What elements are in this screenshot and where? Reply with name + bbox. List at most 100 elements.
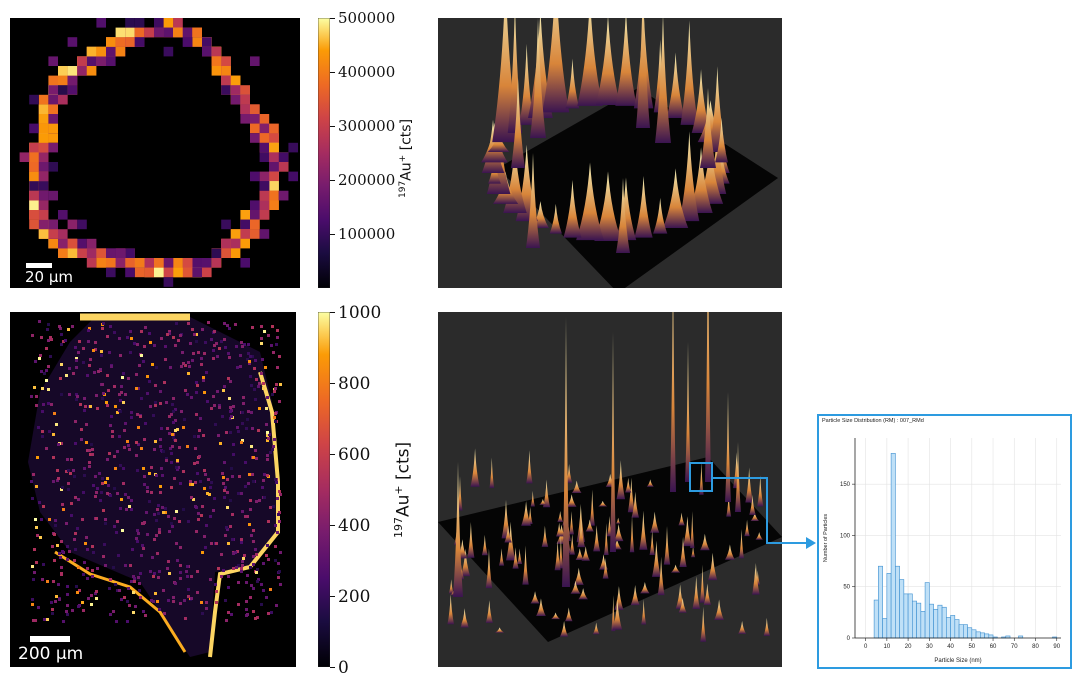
heatmap-pixel <box>237 564 240 567</box>
surface-peak <box>678 512 685 526</box>
colorbar-tick-label: 500000 <box>338 9 396 27</box>
heatmap-pixel <box>58 94 68 105</box>
heatmap-pixel <box>173 517 176 520</box>
heatmap-pixel <box>205 524 208 527</box>
heatmap-pixel <box>38 190 49 201</box>
heatmap-pixel <box>269 451 272 454</box>
heatmap-pixel <box>168 432 171 435</box>
heatmap-pixel <box>40 370 43 373</box>
heatmap-pixel <box>205 371 208 374</box>
surface-peak <box>598 500 608 507</box>
heatmap-pixel <box>126 440 129 443</box>
colorbar-tick-label: 800 <box>338 374 371 394</box>
histogram-bar <box>941 606 947 639</box>
heatmap-pixel <box>118 589 121 592</box>
heatmap-pixel <box>29 210 39 220</box>
histogram-x-tick-label: 70 <box>1011 644 1018 650</box>
heatmap-pixel <box>226 528 229 531</box>
heatmap-pixel <box>37 606 40 609</box>
heatmap-pixel <box>203 535 206 538</box>
heatmap-pixel <box>73 538 76 541</box>
heatmap-pixel <box>174 419 177 422</box>
heatmap-pixel <box>182 258 193 268</box>
top-colorbar <box>318 18 330 288</box>
heatmap-pixel <box>229 525 232 528</box>
heatmap-pixel <box>278 511 281 514</box>
heatmap-pixel <box>211 46 222 57</box>
heatmap-pixel <box>198 429 201 432</box>
heatmap-pixel <box>226 491 229 494</box>
heatmap-pixel <box>144 27 154 38</box>
heatmap-pixel <box>278 162 289 172</box>
heatmap-pixel <box>221 75 231 86</box>
heatmap-pixel <box>77 605 80 608</box>
heatmap-pixel <box>254 398 257 401</box>
heatmap-pixel <box>78 340 81 343</box>
heatmap-pixel <box>241 560 244 563</box>
heatmap-pixel <box>226 478 229 481</box>
colorbar-gradient <box>318 312 330 667</box>
heatmap-pixel <box>227 575 230 578</box>
heatmap-pixel <box>110 365 113 368</box>
heatmap-pixel <box>92 551 95 554</box>
heatmap-pixel <box>240 85 250 95</box>
heatmap-pixel <box>215 590 218 593</box>
histogram-y-tick-label: 150 <box>840 482 851 488</box>
surface-peak <box>627 477 635 513</box>
heatmap-pixel <box>159 438 162 441</box>
heatmap-pixel <box>259 123 270 134</box>
heatmap-pixel <box>176 559 179 562</box>
heatmap-pixel <box>172 410 175 413</box>
heatmap-pixel <box>32 619 35 622</box>
heatmap-pixel <box>205 601 208 604</box>
heatmap-pixel <box>114 405 117 408</box>
heatmap-pixel <box>191 328 194 331</box>
heatmap-pixel <box>83 409 86 412</box>
heatmap-pixel <box>34 619 37 622</box>
heatmap-pixel <box>48 238 58 249</box>
surface-peak <box>542 479 551 508</box>
histogram-x-tick-label: 30 <box>926 644 933 650</box>
heatmap-pixel <box>172 397 175 400</box>
heatmap-pixel <box>158 531 161 534</box>
heatmap-pixel <box>189 483 192 486</box>
heatmap-pixel <box>234 551 237 554</box>
heatmap-pixel <box>175 322 178 325</box>
heatmap-pixel <box>119 464 122 467</box>
heatmap-pixel <box>250 384 253 387</box>
heatmap-pixel <box>100 350 103 353</box>
top-colorbar-label: 197Au+ [cts] <box>398 119 415 198</box>
histogram-bar <box>878 565 883 639</box>
heatmap-pixel <box>37 426 40 429</box>
heatmap-pixel <box>200 363 203 366</box>
heatmap-pixel <box>163 381 166 384</box>
heatmap-pixel <box>182 27 193 38</box>
heatmap-pixel <box>149 341 152 344</box>
heatmap-pixel <box>84 405 87 408</box>
heatmap-pixel <box>50 403 53 406</box>
heatmap-pixel <box>85 441 88 444</box>
heatmap-pixel <box>124 493 127 496</box>
heatmap-pixel <box>87 340 90 343</box>
heatmap-pixel <box>252 540 255 543</box>
heatmap-pixel <box>133 342 136 345</box>
heatmap-pixel <box>163 46 174 57</box>
heatmap-pixel <box>158 570 161 573</box>
surface-peak <box>670 564 681 573</box>
heatmap-pixel <box>115 620 118 623</box>
surface-peak <box>670 312 676 492</box>
heatmap-pixel <box>125 508 128 511</box>
heatmap-pixel <box>179 564 182 567</box>
heatmap-pixel <box>244 515 247 518</box>
heatmap-pixel <box>115 258 126 268</box>
surface-peak <box>495 627 505 633</box>
heatmap-pixel <box>129 351 132 354</box>
surface-peak <box>565 58 580 109</box>
heatmap-pixel <box>195 333 198 336</box>
heatmap-pixel <box>278 190 289 201</box>
heatmap-pixel <box>30 480 33 483</box>
heatmap-pixel <box>260 337 263 340</box>
heatmap-pixel <box>278 400 281 403</box>
heatmap-pixel <box>174 582 177 585</box>
heatmap-pixel <box>167 560 170 563</box>
